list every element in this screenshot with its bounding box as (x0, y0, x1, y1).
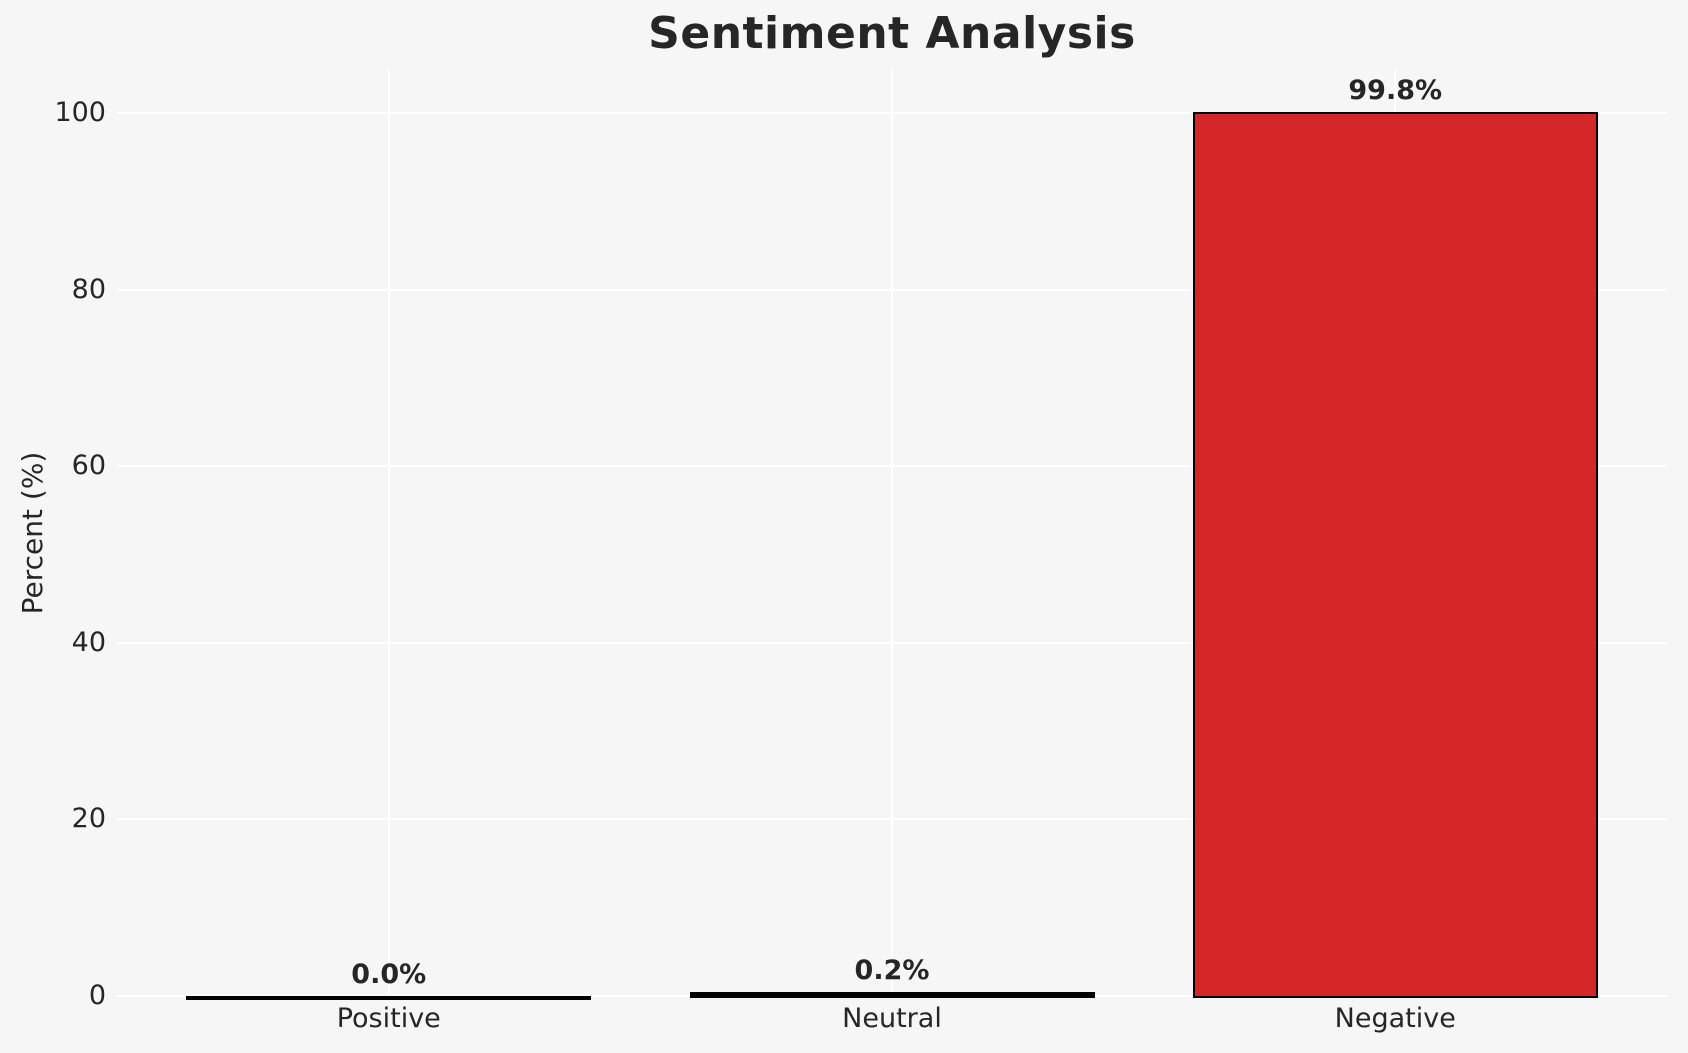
v-gridline (891, 69, 893, 996)
y-tick-label: 0 (88, 980, 106, 1011)
y-tick-label: 20 (71, 803, 106, 835)
bar-negative (1192, 112, 1598, 999)
x-category-label: Neutral (842, 1003, 942, 1034)
bar-value-label: 0.0% (351, 958, 427, 990)
v-gridline (387, 69, 390, 996)
y-tick-label: 80 (71, 273, 106, 305)
bar-neutral (689, 991, 1095, 999)
x-category-label: Positive (336, 1003, 441, 1034)
bar-positive (186, 995, 592, 1000)
chart-title: Sentiment Analysis (648, 8, 1136, 59)
bar-value-label: 99.8% (1348, 75, 1443, 107)
y-tick-label: 100 (54, 97, 106, 128)
bar-value-label: 0.2% (854, 954, 930, 986)
y-tick-label: 60 (71, 450, 106, 482)
x-category-label: Negative (1334, 1003, 1456, 1034)
y-tick-label: 40 (71, 626, 106, 658)
